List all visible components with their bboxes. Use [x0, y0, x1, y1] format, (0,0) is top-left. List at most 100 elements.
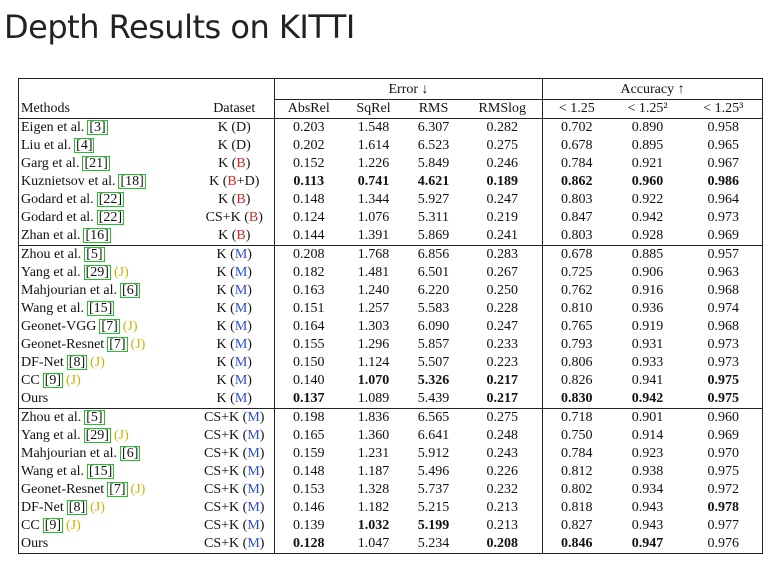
metric-cell: 0.247 [462, 318, 544, 336]
metric-cell: 0.148 [293, 464, 325, 479]
citation: [15] [87, 301, 115, 316]
metric-cell: 0.228 [462, 300, 544, 318]
method-name: Wang et al. [21, 464, 85, 479]
metric-cell: 0.922 [631, 192, 664, 207]
dataset-part: ) [247, 283, 252, 298]
dataset-cell: K (B) [194, 155, 275, 173]
metric-cell: 0.975 [707, 464, 740, 479]
column-header: < 1.25 [558, 101, 595, 116]
metric-cell: 0.793 [561, 337, 593, 352]
metric-cell: 0.818 [561, 500, 593, 515]
column-header: RMSlog [462, 99, 544, 119]
metric-cell: 0.702 [542, 118, 611, 137]
metric-cell: 0.919 [631, 319, 664, 334]
metric-cell: 0.973 [707, 355, 740, 370]
metric-cell: 0.784 [561, 446, 593, 461]
metric-cell: 0.241 [462, 227, 544, 246]
citation: [6] [120, 283, 141, 298]
method-cell: Yang et al. [29] (J) [19, 427, 195, 445]
dataset-part: K ( [216, 301, 235, 316]
metric-cell: 0.969 [707, 228, 740, 243]
dataset-part: M [234, 355, 248, 370]
method-name: Geonet-Resnet [21, 482, 105, 497]
metric-cell: 1.187 [357, 464, 390, 479]
table-row: Liu et al. [4] K (D) 0.202 1.614 6.523 0.275 0.… [19, 137, 763, 155]
metric-cell: 6.090 [417, 319, 450, 334]
metric-cell: 0.213 [462, 517, 544, 535]
metric-cell: 0.947 [631, 536, 664, 551]
metric-cell: 0.934 [631, 482, 664, 497]
metric-cell: 0.890 [610, 118, 685, 137]
metric-cell: 0.916 [631, 283, 664, 298]
table-row: CC [9] (J) CS+K (M) 0.139 1.032 5.199 0.213 0.82… [19, 517, 763, 535]
metric-cell: 1.391 [357, 228, 390, 243]
dataset-part: K ( [216, 247, 235, 262]
dataset-part: ) [247, 337, 252, 352]
metric-cell: 0.906 [631, 265, 664, 280]
metric-cell: 1.257 [357, 301, 390, 316]
metric-cell: 0.741 [357, 174, 390, 189]
dataset-part: B [236, 156, 246, 171]
dataset-part: ) [259, 446, 265, 461]
citation: [15] [87, 464, 115, 479]
citation: [21] [82, 156, 110, 171]
metric-cell: 0.146 [293, 500, 325, 515]
blank-cell [19, 79, 195, 100]
dataset-part: ) [259, 428, 265, 443]
method-cell: DF-Net [8] (J) [19, 354, 195, 372]
joint-flag: (J) [122, 319, 138, 334]
dataset-part: M [234, 283, 248, 298]
metric-cell: 1.768 [342, 245, 405, 264]
method-cell: Godard et al. [22] [19, 209, 195, 227]
dataset-cell: K (M) [194, 390, 275, 409]
method-name: Zhan et al. [21, 228, 81, 243]
method-name: Zhou et al. [21, 410, 82, 425]
dataset-cell: CS+K (M) [194, 499, 275, 517]
table-row: Zhan et al. [16] K (B) 0.144 1.391 5.869 0.241… [19, 227, 763, 246]
metric-cell: 0.968 [707, 283, 740, 298]
metric-cell: 0.124 [293, 210, 325, 225]
metric-cell: 0.960 [631, 174, 664, 189]
metric-cell: 0.155 [293, 337, 325, 352]
metric-cell: 0.275 [462, 408, 544, 427]
metric-cell: 0.812 [561, 464, 593, 479]
dataset-part: ) [259, 536, 265, 551]
method-cell: Mahjourian et al. [6] [19, 282, 195, 300]
dataset-part: K ( [216, 373, 235, 388]
metric-cell: 0.973 [707, 210, 740, 225]
blank-cell [194, 78, 275, 100]
metric-cell: 1.070 [357, 373, 390, 388]
dataset-part: B [236, 192, 246, 207]
table-row: Ours K (M) 0.137 1.089 5.439 0.217 0.830 0.942 0… [19, 390, 763, 409]
method-cell: Eigen et al. [3] [18, 118, 195, 137]
table-body: Eigen et al. [3] K (D) 0.203 1.548 6.307 0.282… [18, 118, 763, 554]
dataset-part: CS+K ( [204, 410, 248, 425]
dataset-cell: CS+K (M) [194, 463, 275, 481]
dataset-cell: K (B) [194, 227, 275, 246]
citation: [16] [83, 228, 111, 243]
metric-cell: 0.802 [561, 482, 593, 497]
column-header: SqRel [356, 101, 391, 116]
metric-cell: 0.762 [561, 283, 593, 298]
metric-cell: 0.943 [631, 518, 664, 533]
table-container: Error ↓ Accuracy ↑ Methods Dataset AbsRel SqR… [18, 78, 764, 554]
metric-cell: 0.164 [293, 319, 325, 334]
table-row: CC [9] (J) K (M) 0.140 1.070 5.326 0.217 0.826 0.… [19, 372, 763, 390]
table-row: Geonet-Resnet [7] (J) CS+K (M) 0.153 1.328 5.7… [19, 481, 763, 499]
joint-flag: (J) [66, 373, 81, 388]
joint-flag: (J) [130, 337, 146, 352]
dataset-cell: CS+K (M) [194, 481, 275, 499]
metric-cell: 0.153 [293, 482, 325, 497]
table-row: Garg et al. [21] K (B) 0.152 1.226 5.849 0.246… [19, 155, 763, 173]
dataset-part: M [247, 500, 260, 515]
column-header: < 1.25² [627, 101, 668, 116]
metric-cell: 0.248 [462, 427, 544, 445]
metric-cell: 0.970 [707, 446, 740, 461]
dataset-part: ) [259, 464, 265, 479]
dataset-cell: K (M) [194, 282, 275, 300]
metric-cell: 0.151 [293, 301, 325, 316]
method-name: Wang et al. [21, 301, 85, 316]
method-name: Liu et al. [21, 138, 72, 153]
method-name: Zhou et al. [21, 247, 82, 262]
dataset-part: ) [247, 247, 252, 262]
